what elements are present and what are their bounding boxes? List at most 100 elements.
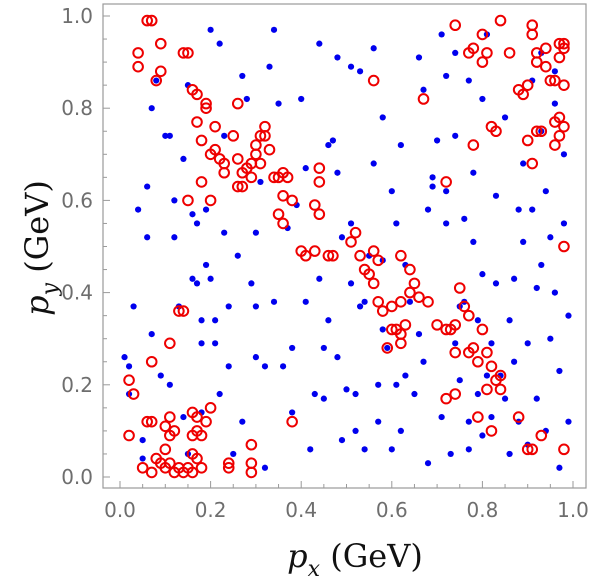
open-circle-point — [200, 415, 212, 428]
filled-dot-point — [198, 340, 205, 347]
filled-dot-point — [270, 298, 278, 305]
filled-dot-point — [334, 169, 341, 176]
open-circle-point — [494, 369, 507, 382]
open-circle-point — [521, 443, 534, 456]
open-circle-point — [136, 461, 149, 474]
filled-dot-point — [470, 238, 477, 245]
open-circle-point — [553, 51, 566, 64]
filled-dot-point — [384, 344, 391, 352]
x-axis-title: px (GeV) — [287, 537, 423, 582]
open-circle-point — [177, 305, 190, 317]
open-circle-point — [145, 355, 158, 368]
open-circle-point — [558, 443, 570, 456]
filled-dot-point — [556, 464, 563, 471]
y-tick-label: 0.0 — [61, 465, 93, 489]
open-circle-point — [186, 406, 199, 419]
filled-dot-point — [379, 114, 386, 121]
open-circle-point — [530, 56, 543, 68]
x-axis-unit: (GeV) — [330, 537, 423, 575]
open-circle-point — [526, 157, 539, 170]
filled-dot-point — [520, 238, 527, 245]
filled-dot-point — [560, 151, 568, 158]
filled-dot-point — [429, 174, 436, 181]
filled-dot-point — [533, 284, 540, 292]
filled-dot-point — [325, 141, 332, 149]
open-circle-point — [540, 60, 552, 73]
open-circle-point — [467, 139, 480, 151]
filled-dot-point — [225, 363, 232, 370]
filled-dot-point — [329, 137, 337, 144]
x-axis-subscript: x — [308, 557, 321, 582]
filled-dot-point — [474, 317, 481, 324]
filled-dot-point — [144, 183, 151, 190]
open-circle-point — [440, 176, 452, 188]
open-circle-point — [485, 425, 498, 437]
open-circle-point — [209, 143, 221, 156]
y-tick-label: 0.4 — [61, 281, 93, 305]
filled-dot-point — [420, 358, 427, 365]
filled-dot-point — [230, 450, 237, 458]
open-circle-point — [204, 402, 217, 414]
y-tick-labels: 0.0 0.2 0.4 0.6 0.8 1.0 — [61, 4, 93, 489]
filled-dot-point — [334, 354, 341, 361]
open-circle-point — [182, 194, 194, 207]
open-circle-point — [177, 47, 190, 59]
open-circle-point — [481, 346, 493, 359]
filled-dot-point — [474, 390, 481, 398]
open-circle-point — [209, 120, 221, 133]
filled-dot-point — [171, 197, 178, 204]
open-circle-point — [458, 300, 471, 313]
open-circle-point — [127, 388, 140, 400]
filled-dot-point — [533, 395, 540, 402]
filled-dot-point — [135, 206, 142, 213]
open-circle-point — [259, 130, 271, 142]
filled-dot-point — [370, 160, 377, 167]
open-circle-point — [164, 457, 176, 469]
filled-dot-point — [465, 418, 472, 425]
filled-dot-point — [438, 31, 445, 38]
filled-dot-point — [506, 317, 513, 324]
open-circle-point — [526, 19, 539, 32]
filled-dot-point — [148, 105, 155, 112]
open-circle-point — [367, 245, 380, 257]
filled-dot-point — [420, 86, 427, 93]
filled-dot-point — [524, 340, 531, 347]
open-circle-point — [313, 208, 326, 221]
open-circle-point — [372, 296, 385, 308]
filled-dot-point — [252, 354, 259, 361]
filled-dot-point — [202, 206, 210, 213]
open-circle-point — [141, 14, 153, 27]
filled-dot-point — [189, 275, 196, 282]
open-circle-point — [395, 296, 407, 308]
filled-dot-point — [556, 367, 563, 375]
filled-dot-point — [252, 229, 259, 236]
filled-dot-point — [370, 45, 377, 52]
open-circle-point — [263, 143, 276, 156]
open-circle-point — [191, 116, 203, 128]
open-circle-point — [186, 466, 199, 479]
filled-dot-point — [551, 100, 558, 107]
filled-dot-point — [361, 298, 368, 305]
axis-ticks — [103, 15, 574, 488]
open-circle-point — [227, 130, 240, 142]
open-circle-point — [164, 429, 176, 442]
open-circle-point — [123, 374, 135, 386]
open-circle-point — [463, 309, 475, 322]
filled-dot-point — [325, 317, 332, 324]
x-tick-label: 0.0 — [104, 498, 136, 522]
filled-dot-point — [492, 192, 500, 199]
filled-dot-point — [289, 409, 296, 416]
open-circle-point — [272, 208, 285, 221]
filled-dot-point — [443, 188, 450, 195]
open-circle-point — [195, 176, 208, 188]
open-circle-point — [286, 415, 298, 428]
open-circle-point — [476, 323, 489, 336]
filled-dot-point — [506, 450, 513, 458]
open-circle-point — [254, 157, 267, 170]
filled-dot-point — [320, 395, 327, 402]
filled-dot-point — [411, 390, 418, 398]
filled-dot-point — [343, 386, 350, 393]
open-circle-point — [159, 443, 172, 456]
x-tick-label: 0.6 — [376, 498, 408, 522]
open-circle-point — [395, 337, 407, 350]
